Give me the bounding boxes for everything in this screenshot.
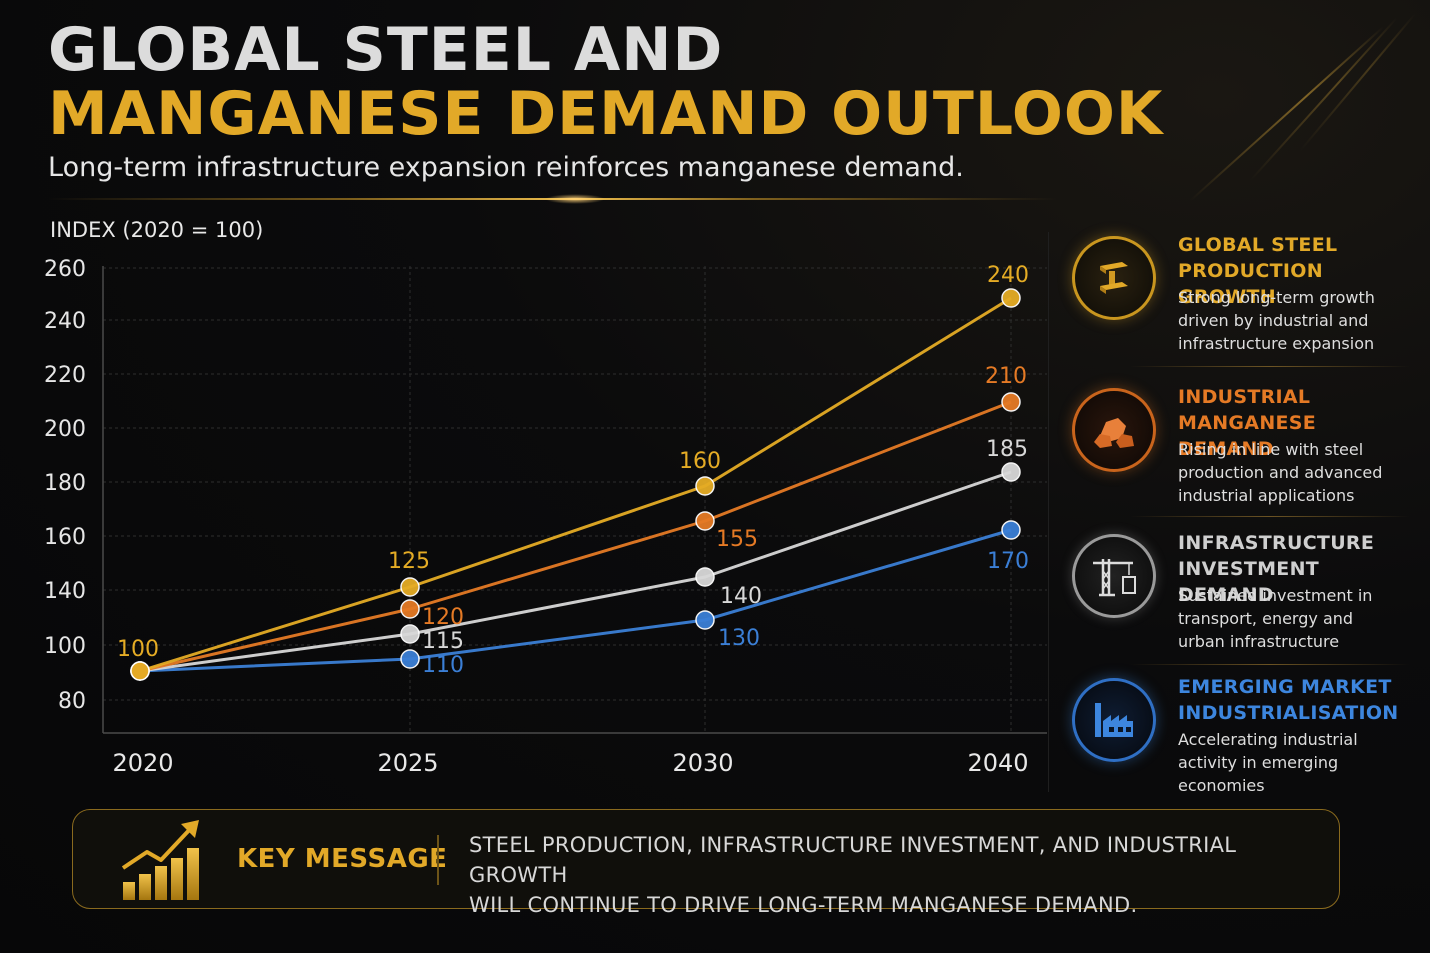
ore-rocks-icon [1072,388,1156,472]
series-line [139,400,1012,673]
y-tick-label: 160 [44,525,86,550]
series-line [139,470,1012,673]
y-tick-label: 200 [44,417,86,442]
y-tick-label: 260 [44,257,86,282]
sidebar-item-title: INDUSTRIAL MANGANESE DEMAND [1178,386,1317,460]
page-subtitle: Long-term infrastructure expansion reinf… [48,152,964,183]
series-line [139,528,1012,673]
title-divider-glow [545,194,605,204]
y-tick-label: 240 [44,309,86,334]
data-point [695,476,715,496]
sidebar-divider [1130,664,1410,665]
data-label: 240 [987,263,1029,288]
steel-beam-icon [1072,236,1156,320]
data-point [400,624,420,644]
x-tick-label: 2025 [377,749,438,777]
data-point [1001,288,1021,308]
data-point [400,599,420,619]
data-point [400,577,420,597]
data-point [400,649,420,669]
data-point [695,610,715,630]
data-label: 115 [422,629,464,654]
data-point [130,661,150,681]
panel-separator [1048,232,1049,792]
page-title-line-2: MANGANESE DEMAND OUTLOOK [48,79,1164,149]
decorative-light-streak [1249,16,1398,182]
decorative-light-streak [1189,26,1384,202]
data-label: 160 [679,449,721,474]
data-label: 170 [987,549,1029,574]
data-label: 140 [720,584,762,609]
data-point [695,511,715,531]
data-label: 130 [718,626,760,651]
sidebar-divider [1130,516,1410,517]
growth-bars-icon [121,820,199,900]
data-point [695,567,715,587]
x-tick-label: 2020 [112,749,173,777]
sidebar-item-title: GLOBAL STEEL PRODUCTION GROWTH [1178,234,1338,308]
sidebar-item-title: INFRASTRUCTURE INVESTMENT DEMAND [1178,532,1375,606]
y-axis-title: INDEX (2020 = 100) [50,218,264,242]
data-label: 120 [422,605,464,630]
data-label: 185 [986,437,1028,462]
decorative-light-streak [1299,12,1417,152]
y-tick-label: 220 [44,363,86,388]
data-label: 155 [716,527,758,552]
data-label: 210 [985,364,1027,389]
sidebar-item-description: Accelerating industrial activity in emer… [1178,730,1358,795]
y-tick-label: 140 [44,579,86,604]
factory-icon [1072,678,1156,762]
data-point [1001,520,1021,540]
sidebar-item-title: EMERGING MARKET INDUSTRIALISATION [1178,676,1399,724]
key-message-text: STEEL PRODUCTION, INFRASTRUCTURE INVESTM… [469,833,1237,917]
x-tick-label: 2030 [672,749,733,777]
data-label: 100 [117,637,159,662]
data-label: 125 [388,549,430,574]
key-message-label: KEY MESSAGE [237,844,448,874]
crane-icon [1072,534,1156,618]
page-title-line-1: GLOBAL STEEL AND [48,15,724,85]
y-tick-label: 80 [58,689,86,714]
sidebar-item-description: Sustained investment in transport, energ… [1178,586,1373,651]
y-tick-label: 180 [44,471,86,496]
series-line [139,296,1012,673]
data-point [1001,462,1021,482]
data-label: 110 [422,653,464,678]
data-point [1001,392,1021,412]
sidebar-item-description: Rising in line with steel production and… [1178,440,1383,505]
x-tick-label: 2040 [967,749,1028,777]
sidebar-divider [1130,366,1410,367]
y-tick-label: 100 [44,634,86,659]
sidebar-item-description: Strong long-term growth driven by indust… [1178,288,1375,353]
line-chart: 260 240 220 200 180 160 140 100 80 2020 2025 2030 20… [44,257,1047,777]
key-message-separator [437,835,439,885]
key-message-panel: KEY MESSAGE STEEL PRODUCTION, INFRASTRUC… [72,809,1340,917]
